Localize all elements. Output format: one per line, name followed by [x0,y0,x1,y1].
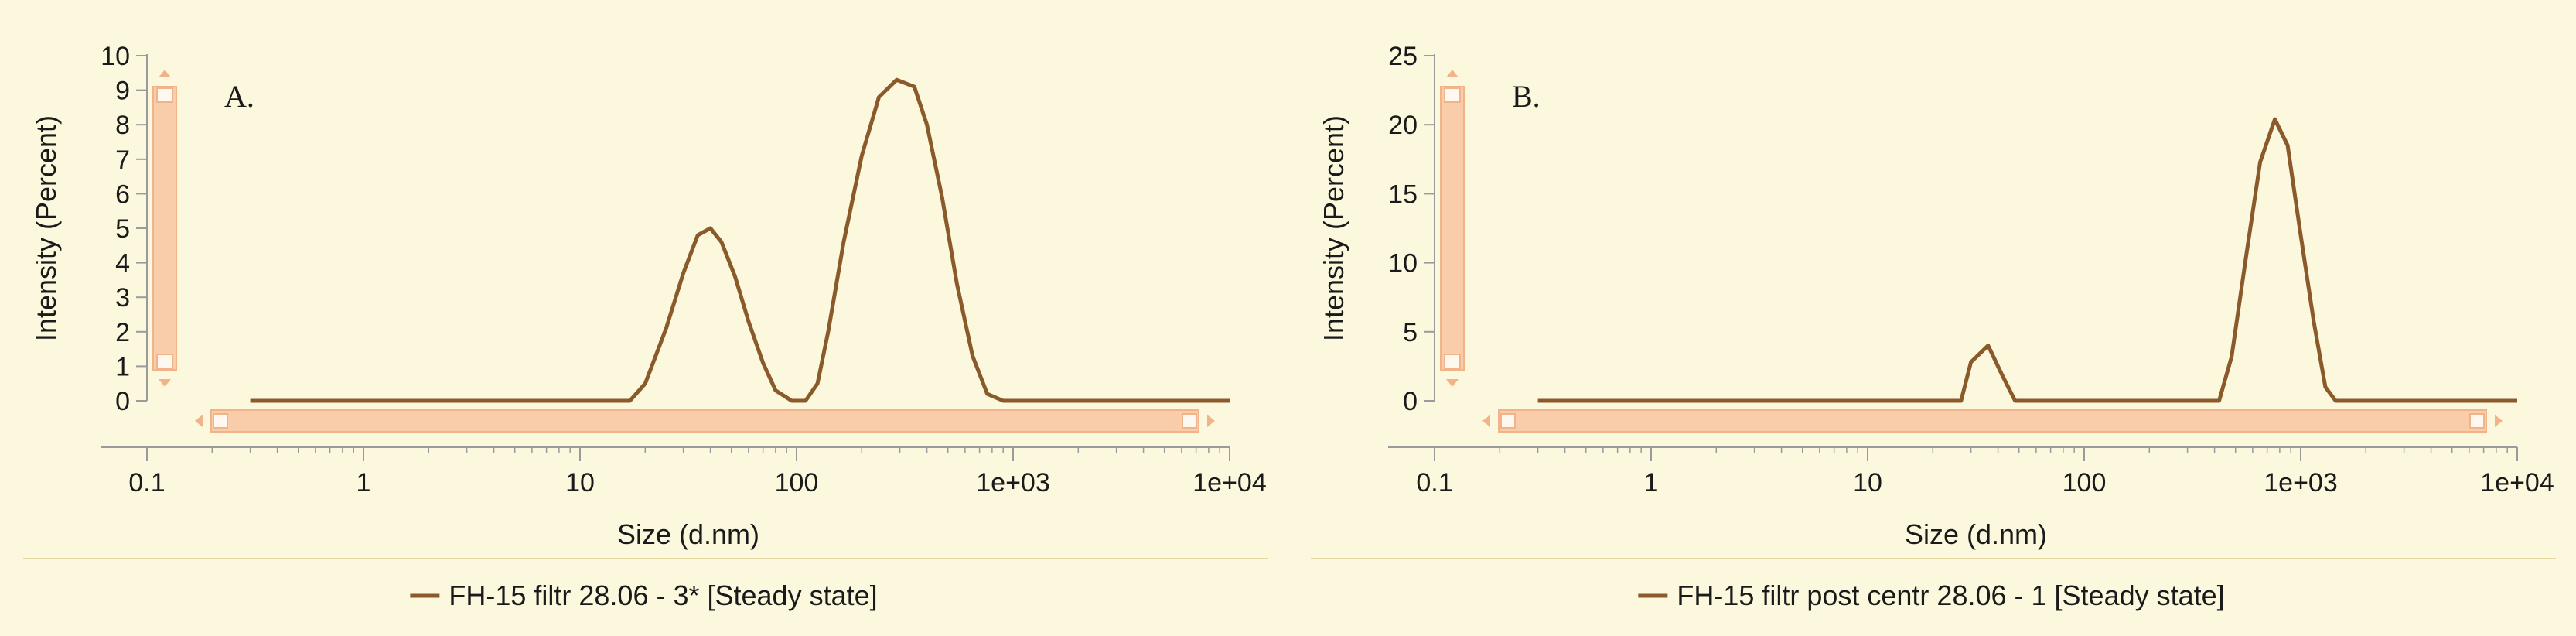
vertical-slider-track[interactable] [152,86,177,371]
slider-left-arrow-icon[interactable] [195,415,203,427]
y-tick-label: 15 [1388,180,1418,209]
slider-down-arrow-icon[interactable] [1446,379,1459,387]
horizontal-slider-track[interactable] [1498,409,2487,433]
y-tick-label: 5 [115,214,130,244]
horizontal-slider-right-handle[interactable] [1182,413,1197,429]
x-tick-label: 1e+04 [1192,468,1267,498]
y-tick-label: 1 [115,352,130,381]
y-axis-title: Intensity (Percent) [1318,115,1349,341]
x-tick-label: 10 [565,468,595,498]
y-tick-label: 10 [1388,249,1418,279]
x-tick-label: 100 [775,468,819,498]
x-tick-label: 10 [1853,468,1882,498]
slider-right-arrow-icon[interactable] [1207,415,1215,427]
legend: FH-15 filtr post centr 28.06 - 1 [Steady… [1638,580,2225,611]
y-tick-label: 10 [101,42,130,71]
y-tick-label: 3 [115,283,130,313]
y-tick-label: 0 [115,387,130,416]
slider-up-arrow-icon[interactable] [1446,70,1459,77]
x-tick-label: 1e+04 [2480,468,2554,498]
slider-down-arrow-icon[interactable] [159,379,171,387]
series-line [250,77,1230,403]
vertical-scroll-slider[interactable] [1440,70,1465,387]
x-axis-title: Size (d.nm) [617,518,759,550]
vertical-slider-track[interactable] [1440,86,1465,371]
x-axis-title: Size (d.nm) [1905,518,2047,550]
chart-panel-a: 0 1 2 3 4 5 6 7 8 9 10 0.1 1 10 100 1e+03 1e+04 Size (d.n… [23,42,1268,611]
panel-label: A. [224,79,254,114]
slider-right-arrow-icon[interactable] [2495,415,2503,427]
y-tick-label: 7 [115,145,130,175]
slider-up-arrow-icon[interactable] [159,70,171,77]
y-tick-label: 0 [1403,387,1418,416]
y-tick-label: 2 [115,318,130,347]
y-tick-label: 8 [115,111,130,140]
y-tick-label: 20 [1388,111,1418,140]
horizontal-slider-left-handle[interactable] [1500,413,1516,429]
vertical-scroll-slider[interactable] [152,70,177,387]
x-tick-label: 1e+03 [976,468,1050,498]
x-tick-label: 0.1 [1416,468,1452,498]
horizontal-slider-track[interactable] [210,409,1199,433]
slider-left-arrow-icon[interactable] [1482,415,1490,427]
y-tick-label: 9 [115,77,130,106]
horizontal-slider-left-handle[interactable] [213,413,228,429]
horizontal-scroll-slider[interactable] [195,409,1215,433]
x-tick-label: 1e+03 [2264,468,2338,498]
y-tick-label: 5 [1403,318,1418,347]
panel-label: B. [1512,79,1540,114]
x-tick-label: 1 [1644,468,1659,498]
y-axis-title: Intensity (Percent) [30,115,62,341]
x-tick-label: 1 [357,468,371,498]
y-tick-label: 6 [115,180,130,209]
y-tick-label: 4 [115,249,130,279]
x-tick-label: 0.1 [128,468,165,498]
horizontal-scroll-slider[interactable] [1482,409,2503,433]
vertical-slider-bottom-handle[interactable] [1444,354,1461,369]
legend: FH-15 filtr 28.06 - 3* [Steady state] [410,580,878,611]
series-line [1537,117,2517,403]
horizontal-slider-right-handle[interactable] [2469,413,2485,429]
vertical-slider-top-handle[interactable] [156,87,173,103]
vertical-slider-bottom-handle[interactable] [156,354,173,369]
vertical-slider-top-handle[interactable] [1444,87,1461,103]
legend-label: FH-15 filtr 28.06 - 3* [Steady state] [449,580,877,611]
x-tick-label: 100 [2063,468,2107,498]
legend-label: FH-15 filtr post centr 28.06 - 1 [Steady… [1677,580,2224,611]
chart-panel-b: 0 5 10 15 20 25 0.1 1 10 100 1e+03 1e+04 Size (d.nm)… [1311,42,2556,611]
y-tick-label: 25 [1388,42,1418,71]
